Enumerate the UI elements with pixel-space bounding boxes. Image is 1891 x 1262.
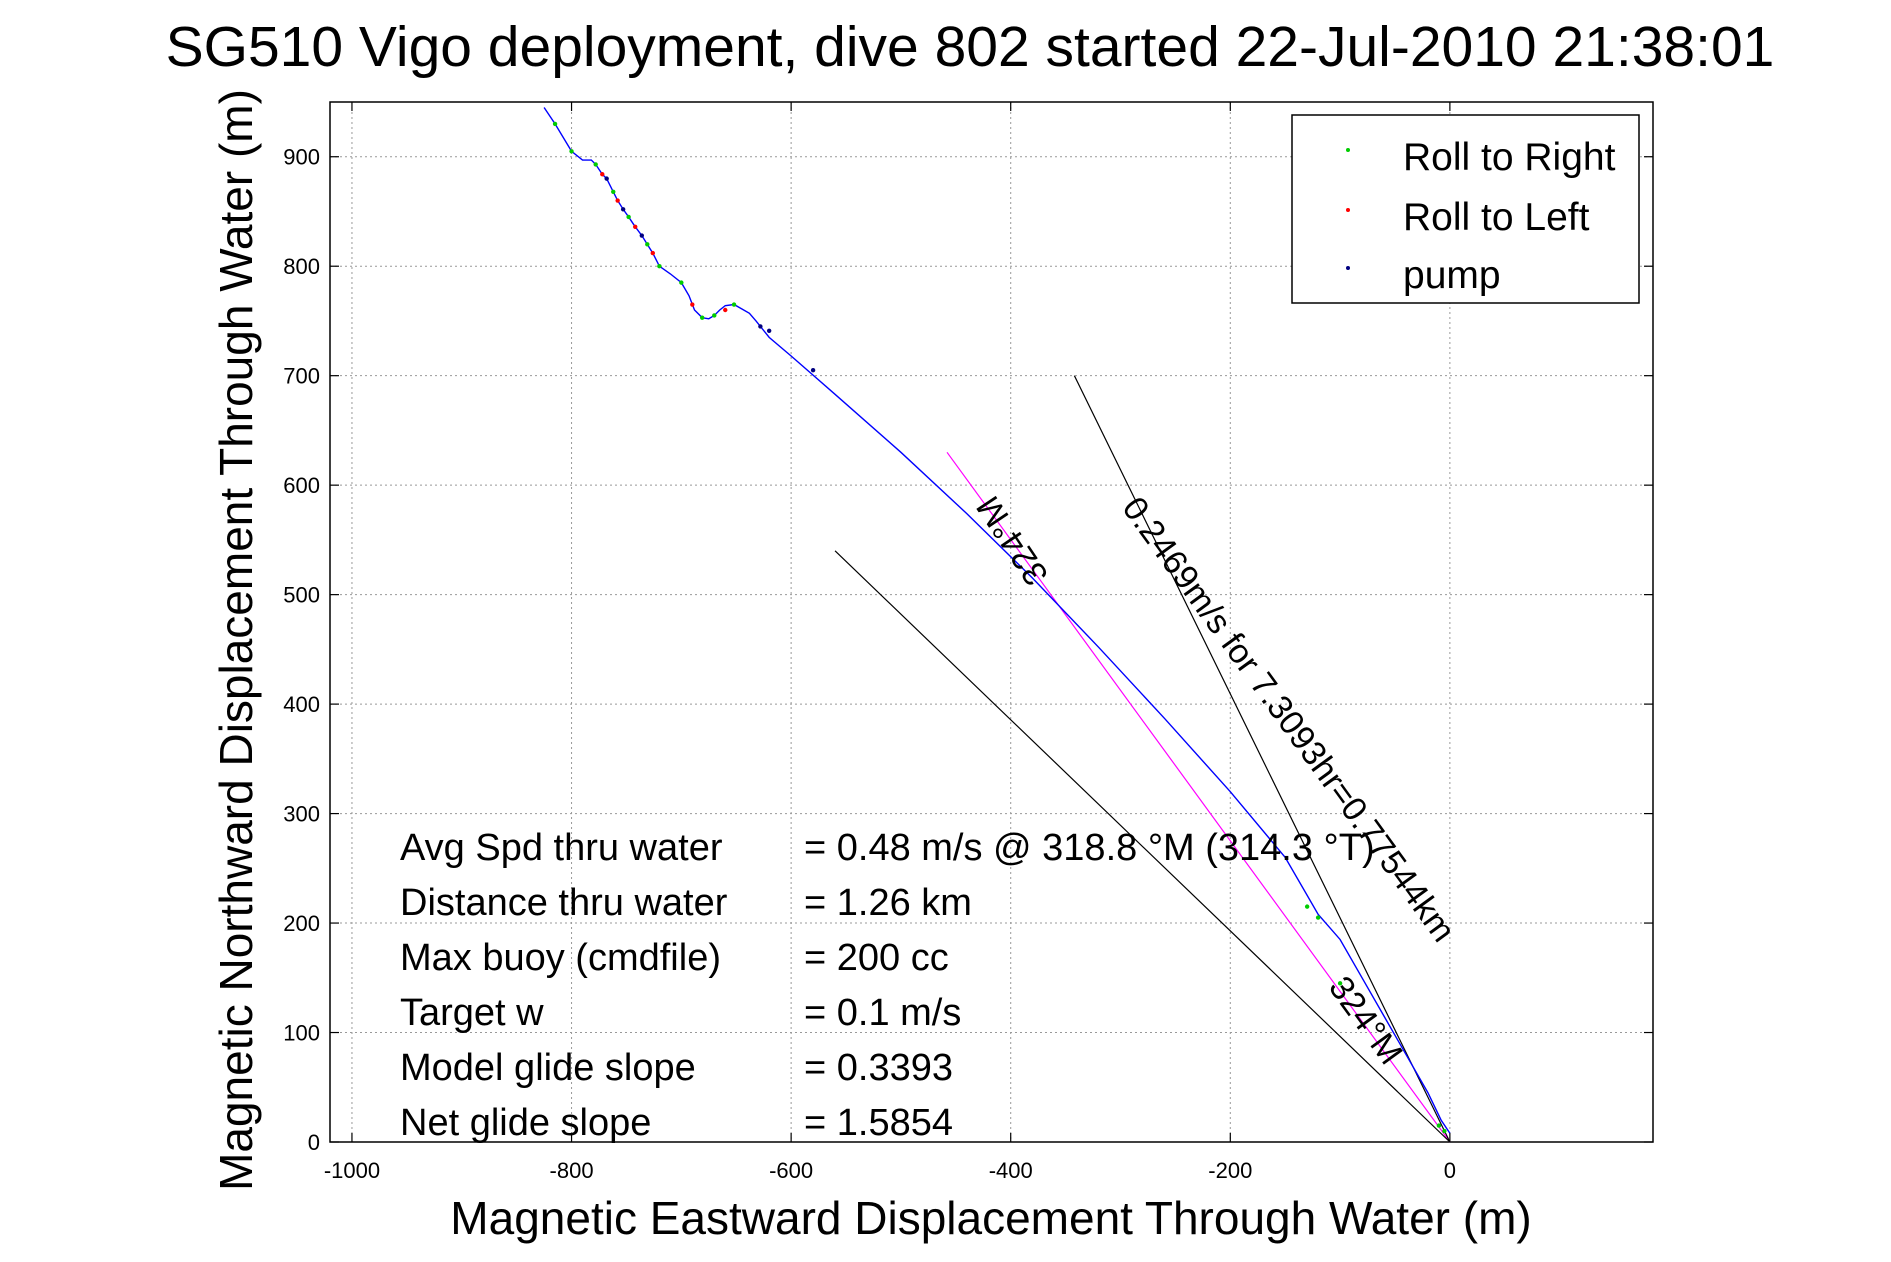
- point-roll-to-right: [712, 313, 717, 318]
- point-roll-to-right: [611, 189, 616, 194]
- y-tick-label: 300: [283, 802, 320, 827]
- y-tick-label: 900: [283, 145, 320, 170]
- guide-west-line: [834, 550, 1451, 1143]
- stat-label: Distance thru water: [400, 882, 728, 924]
- legend-box: [1291, 114, 1640, 304]
- axes-box: [329, 101, 1654, 1143]
- y-tick-label: 0: [308, 1130, 320, 1155]
- guide-north-line: [1073, 375, 1451, 1143]
- x-tick-label: -600: [769, 1158, 813, 1183]
- point-pump: [604, 176, 609, 181]
- point-roll-to-left: [723, 307, 728, 313]
- y-tick-label: 500: [283, 583, 320, 608]
- point-pump: [810, 368, 816, 373]
- point-roll-to-right: [731, 302, 737, 307]
- x-tick-label: -1000: [324, 1158, 380, 1183]
- point-roll-to-right: [593, 162, 598, 167]
- point-roll-to-left: [615, 198, 620, 203]
- point-roll-to-right: [1436, 1123, 1442, 1128]
- point-roll-to-right: [1442, 1128, 1447, 1134]
- stat-value: = 1.5854: [804, 1102, 953, 1144]
- legend: Roll to Right Roll to Left pump: [1291, 114, 1640, 304]
- y-tick-label: 600: [283, 473, 320, 498]
- point-roll-to-right: [679, 280, 684, 285]
- point-roll-to-left: [650, 250, 655, 256]
- stat-label: Target w: [400, 992, 544, 1034]
- point-pump: [639, 233, 645, 238]
- point-roll-to-right: [626, 214, 631, 220]
- stat-label: Net glide slope: [400, 1102, 651, 1144]
- legend-marker-pump: [1346, 266, 1350, 270]
- point-roll-to-right: [569, 149, 574, 154]
- stat-label: Model glide slope: [400, 1047, 696, 1089]
- y-tick-label: 100: [283, 1021, 320, 1046]
- point-roll-to-right: [552, 121, 558, 127]
- point-pump: [766, 328, 772, 333]
- series: [543, 107, 1451, 1134]
- y-tick-label: 800: [283, 254, 320, 279]
- legend-label-roll-left: Roll to Left: [1403, 196, 1590, 239]
- y-tick-label: 200: [283, 911, 320, 936]
- legend-marker-roll-right: [1346, 148, 1350, 152]
- point-roll-to-left: [600, 172, 605, 177]
- x-tick-label: 0: [1444, 1158, 1456, 1183]
- stat-value: = 0.1 m/s: [804, 992, 961, 1034]
- stat-label: Max buoy (cmdfile): [400, 937, 721, 979]
- y-axis-label: Magnetic Northward Displacement Through …: [210, 89, 262, 1191]
- x-tick-label: -400: [989, 1158, 1033, 1183]
- point-roll-to-left: [690, 302, 695, 307]
- legend-label-roll-right: Roll to Right: [1403, 136, 1616, 179]
- stat-value: = 0.3393: [804, 1047, 953, 1089]
- stat-value: = 1.26 km: [804, 882, 972, 924]
- y-tick-label: 700: [283, 364, 320, 389]
- point-pump: [620, 207, 626, 212]
- stat-label: Avg Spd thru water: [400, 827, 723, 869]
- point-roll-to-right: [657, 264, 662, 269]
- stat-value: = 200 cc: [804, 937, 949, 979]
- legend-label-pump: pump: [1403, 254, 1501, 297]
- x-tick-label: -200: [1208, 1158, 1252, 1183]
- point-roll-to-right: [1315, 915, 1321, 920]
- point-roll-to-right: [1337, 981, 1343, 986]
- guide-lines: [834, 375, 1451, 1143]
- x-axis-label: Magnetic Eastward Displacement Through W…: [450, 1192, 1531, 1244]
- y-tick-label: 400: [283, 692, 320, 717]
- chart-title: SG510 Vigo deployment, dive 802 started …: [166, 15, 1775, 79]
- point-roll-to-left: [633, 224, 638, 229]
- point-roll-to-right: [699, 315, 705, 320]
- point-pump: [758, 324, 763, 329]
- stats-block: Avg Spd thru water = 0.48 m/s @ 318.8 °M …: [400, 827, 1375, 1144]
- legend-marker-roll-left: [1346, 208, 1350, 212]
- ticks: -1000 -800 -600 -400 -200 0 0 100 200 300 400 500 60…: [283, 102, 1653, 1183]
- point-roll-to-right: [1304, 904, 1310, 909]
- point-roll-to-right: [645, 242, 650, 247]
- x-tick-label: -800: [550, 1158, 594, 1183]
- stat-value: = 0.48 m/s @ 318.8 °M (314.3 °T): [804, 827, 1375, 869]
- heading-line: [946, 451, 1451, 1143]
